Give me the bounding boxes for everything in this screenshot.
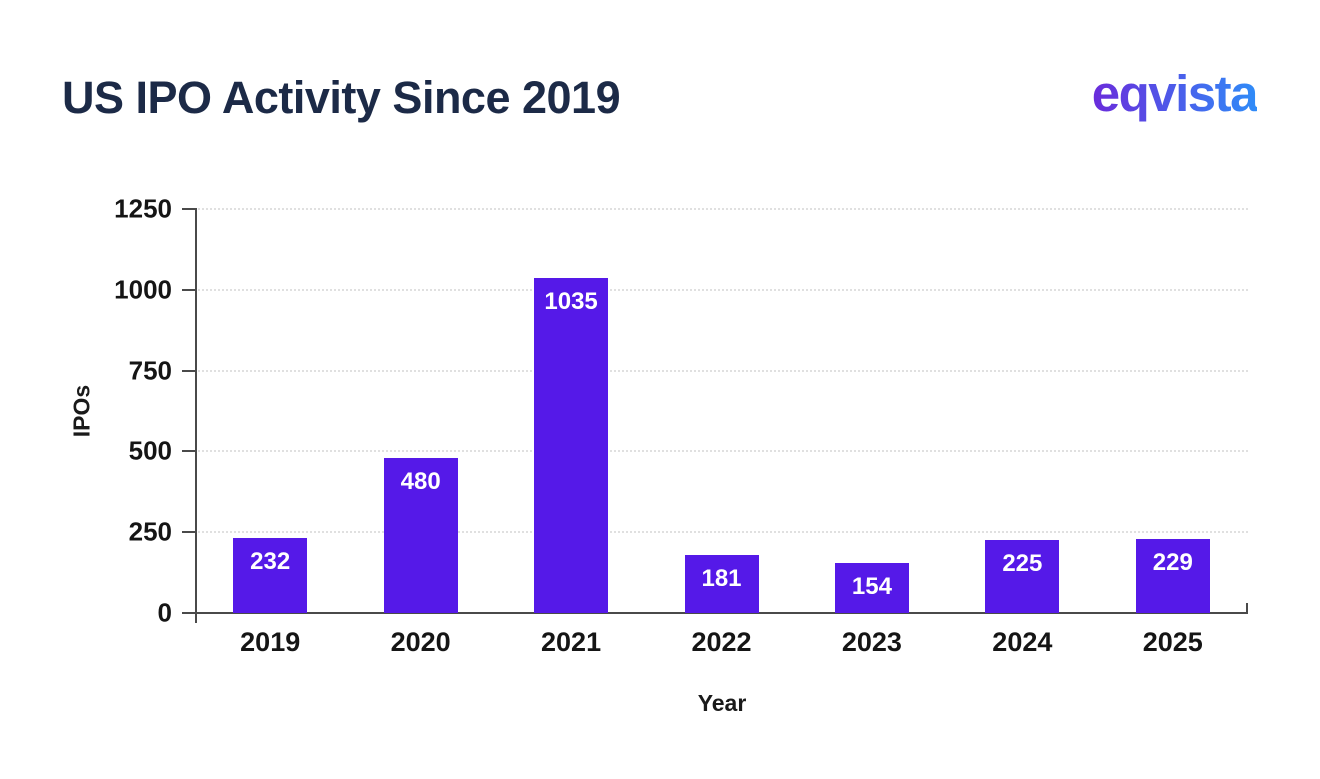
gridline	[195, 450, 1248, 453]
y-axis-tick	[182, 531, 195, 534]
bar-2022	[685, 555, 759, 613]
bar-value-label: 225	[1002, 550, 1043, 577]
x-tick-label: 2025	[1142, 627, 1203, 657]
bar-2023	[835, 563, 909, 613]
x-tick-label: 2022	[691, 627, 752, 657]
y-tick-label: 1250	[114, 193, 172, 224]
y-axis-tick	[182, 208, 195, 210]
eqvista-logo: eqvista	[1091, 65, 1259, 122]
bar-2020	[384, 458, 458, 613]
gridline	[195, 208, 1248, 210]
page-title: US IPO Activity Since 2019	[62, 72, 621, 123]
gridline	[195, 369, 1248, 372]
bar-value-label: 1035	[544, 288, 598, 315]
bar-value-label: 154	[851, 573, 892, 600]
x-axis-title: Year	[697, 690, 747, 716]
x-axis-line	[195, 612, 1248, 614]
y-axis-line	[195, 208, 197, 623]
bar-2021	[534, 278, 608, 613]
y-axis-title: IPOs	[68, 384, 95, 438]
x-tick-label: 2024	[992, 627, 1053, 657]
y-axis-tick	[182, 450, 195, 453]
bar-value-label: 229	[1152, 549, 1193, 576]
y-tick-label: 0	[157, 597, 172, 628]
y-axis-tick	[182, 612, 195, 614]
bar-2024	[985, 540, 1059, 613]
gridline	[195, 531, 1248, 534]
bar-2025	[1136, 539, 1210, 613]
y-axis-tick	[182, 288, 195, 291]
gridline	[195, 288, 1248, 291]
x-tick-label: 2019	[240, 627, 301, 657]
bar-value-label: 480	[400, 468, 441, 495]
y-tick-label: 750	[128, 355, 172, 386]
y-tick-label: 250	[128, 516, 172, 547]
x-tick-label: 2020	[390, 627, 451, 657]
bar-value-label: 181	[701, 565, 742, 592]
bar-2019	[233, 538, 307, 613]
y-tick-label: 500	[128, 435, 172, 466]
x-tick-label: 2021	[541, 627, 602, 657]
bar-value-label: 232	[250, 548, 291, 575]
y-tick-label: 1000	[114, 274, 172, 305]
x-tick-label: 2023	[841, 627, 902, 657]
x-axis-end-tick	[1246, 603, 1248, 613]
y-axis-tick	[182, 369, 195, 372]
